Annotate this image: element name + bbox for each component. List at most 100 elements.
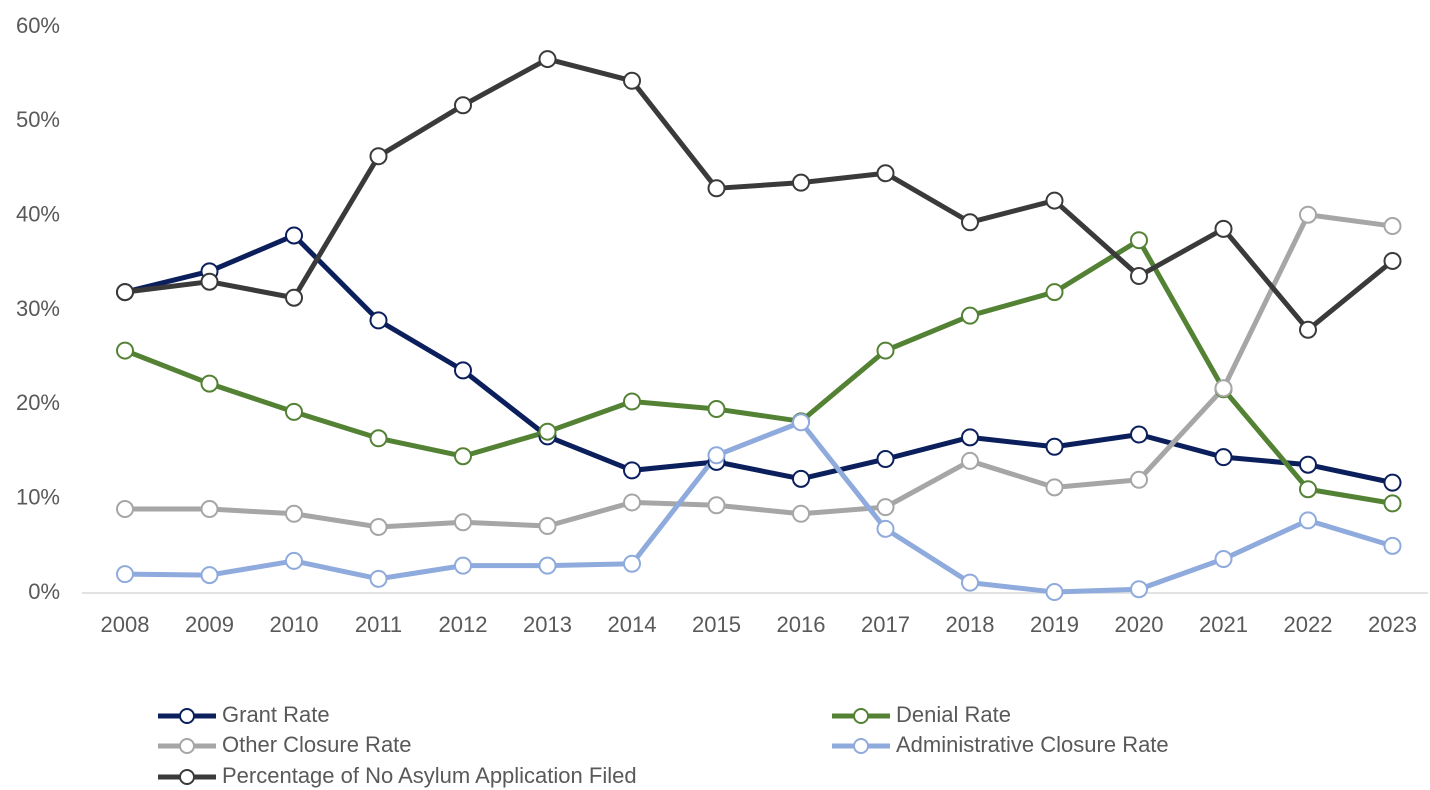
data-point [1299,511,1317,530]
series-line [125,212,1393,530]
series-line [124,419,1394,595]
data-point [454,556,472,575]
data-point [792,173,810,192]
data-point [1045,478,1064,497]
data-point [285,504,303,523]
y-tick-label: 50% [16,107,60,132]
x-tick-label: 2013 [523,612,572,637]
data-point [1130,231,1148,250]
x-tick-label: 2021 [1199,612,1248,637]
legend-marker [179,738,195,754]
data-point [1045,191,1064,210]
data-point [961,573,979,592]
data-point [1045,437,1064,456]
data-point [116,341,134,360]
data-point [1299,320,1317,339]
data-point [454,513,472,532]
x-tick-label: 2019 [1030,612,1079,637]
data-point [792,413,810,432]
y-tick-label: 0% [28,579,60,604]
y-tick-label: 30% [16,296,60,321]
data-point [285,551,303,570]
data-point [876,519,895,538]
data-point [369,569,388,588]
legend-label: Percentage of No Asylum Application File… [222,763,637,788]
data-point [623,493,641,512]
data-point [792,504,810,523]
y-tick-label: 10% [16,484,60,509]
data-point [1383,536,1402,555]
data-point [961,428,979,447]
data-point [1383,494,1402,513]
data-point [116,500,134,519]
data-point [200,566,219,585]
x-tick-label: 2017 [861,612,910,637]
data-point [1214,448,1233,467]
data-point [538,517,557,536]
data-point [116,283,134,302]
data-point [200,272,219,291]
data-point [876,341,895,360]
x-tick-label: 2023 [1368,612,1417,637]
data-point [1299,480,1317,499]
data-point [1383,473,1402,492]
legend-label: Denial Rate [896,702,1011,727]
data-point [1130,425,1148,444]
data-point [1130,580,1148,599]
data-point [369,429,388,448]
data-point [1299,455,1317,474]
x-tick-label: 2015 [692,612,741,637]
data-point [623,461,641,480]
x-tick-label: 2022 [1284,612,1333,637]
x-tick-label: 2009 [185,612,234,637]
data-point [538,422,557,441]
data-point [285,288,303,307]
data-point [792,469,810,488]
data-point [285,402,303,421]
y-tick-label: 20% [16,390,60,415]
x-tick-label: 2012 [439,612,488,637]
data-point [876,498,895,517]
data-point [1214,219,1233,238]
data-point [200,374,219,393]
data-point [623,71,641,90]
x-tick-label: 2018 [946,612,995,637]
x-tick-label: 2020 [1115,612,1164,637]
data-point [369,311,388,330]
data-point [1383,251,1402,270]
data-point [369,147,388,166]
data-point [454,96,472,115]
series-line [124,56,1395,333]
data-point [1214,379,1233,398]
data-point [1130,470,1148,489]
data-point [876,450,895,469]
x-tick-label: 2008 [101,612,150,637]
data-point [876,164,895,183]
data-point [538,556,557,575]
data-point [707,179,726,198]
series-line [124,237,1393,506]
x-tick-label: 2011 [355,612,402,637]
series-line [124,232,1394,486]
data-point [1383,217,1402,236]
data-point [454,361,472,380]
data-point [1214,550,1233,569]
data-point [454,447,472,466]
legend-marker [179,769,195,785]
data-point [707,400,726,419]
data-point [961,451,979,470]
legend-marker [179,708,195,724]
data-point [538,50,557,69]
x-tick-label: 2014 [608,612,657,637]
data-point [116,565,134,584]
data-point [285,226,303,245]
data-point [1045,583,1064,602]
legend-marker [853,708,869,724]
data-point [369,517,388,536]
data-point [961,306,979,325]
y-tick-label: 60% [16,13,60,38]
data-point [623,392,641,411]
data-point [1130,267,1148,286]
